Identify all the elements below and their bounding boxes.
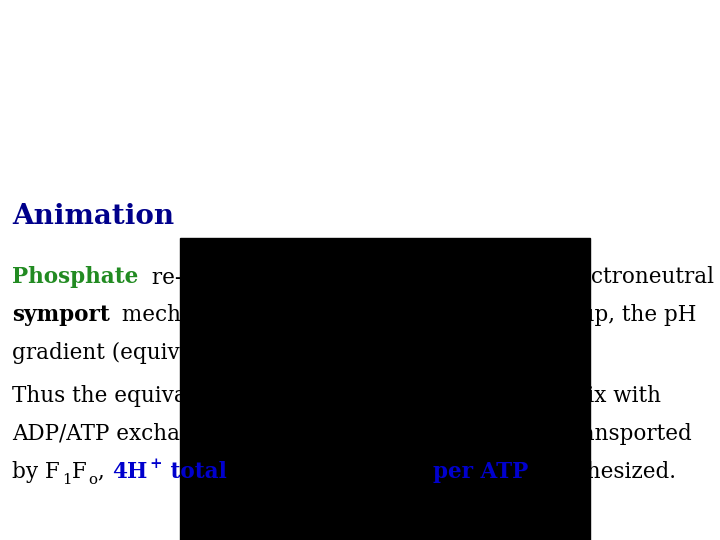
- Text: by F: by F: [12, 461, 60, 483]
- Text: enters the matrix with: enters the matrix with: [410, 386, 661, 407]
- FancyBboxPatch shape: [180, 238, 590, 540]
- Text: per mol ATP).: per mol ATP).: [417, 342, 573, 364]
- Text: i: i: [282, 436, 287, 450]
- Text: 4H: 4H: [112, 461, 148, 483]
- Text: gradient (equivalent to one mol H: gradient (equivalent to one mol H: [12, 342, 382, 364]
- Text: +: +: [472, 263, 485, 277]
- Text: mechanism. P: mechanism. P: [115, 305, 274, 326]
- Text: re-enters the matrix with: re-enters the matrix with: [145, 267, 433, 288]
- Text: H: H: [450, 267, 471, 288]
- Text: Thus the equivalent of one mol H: Thus the equivalent of one mol H: [12, 386, 376, 407]
- Text: i: i: [284, 317, 289, 331]
- Text: total: total: [163, 461, 227, 483]
- Text: Phosphate: Phosphate: [12, 267, 138, 288]
- Text: ,: ,: [97, 461, 111, 483]
- Text: enter the matrix: enter the matrix: [230, 461, 422, 483]
- Text: by an electroneutral: by an electroneutral: [485, 267, 714, 288]
- Text: uptake. Assuming 3H: uptake. Assuming 3H: [287, 423, 529, 445]
- Text: per ATP: per ATP: [433, 461, 528, 483]
- Text: +: +: [404, 339, 416, 353]
- Text: synthesized.: synthesized.: [534, 461, 676, 483]
- Text: o: o: [88, 474, 97, 488]
- Text: ADP/ATP exchange & P: ADP/ATP exchange & P: [12, 423, 268, 445]
- Text: +: +: [543, 420, 556, 434]
- Text: transported: transported: [557, 423, 692, 445]
- Text: symport: symport: [12, 305, 109, 326]
- Text: +: +: [149, 457, 162, 471]
- Text: Animation: Animation: [12, 202, 174, 230]
- Text: F: F: [73, 461, 87, 483]
- Text: 1: 1: [63, 474, 72, 488]
- Text: +: +: [397, 382, 410, 396]
- Text: entry is driven by, & uses up, the pH: entry is driven by, & uses up, the pH: [289, 305, 696, 326]
